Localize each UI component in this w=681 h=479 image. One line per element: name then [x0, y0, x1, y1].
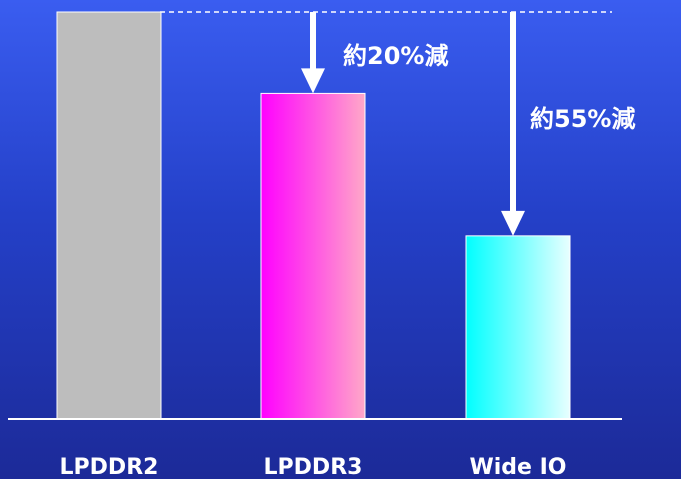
category-label-lpddr3: LPDDR3 — [264, 455, 363, 479]
bar-lpddr3 — [260, 92, 366, 420]
category-label-lpddr2: LPDDR2 — [60, 455, 159, 479]
category-label-wideio: Wide IO — [469, 455, 566, 479]
bar-lpddr2 — [56, 11, 162, 420]
annotation-label-wideio: 約55%減 — [530, 105, 635, 133]
reduction-arrow-head-1 — [301, 68, 325, 94]
annotation-label-lpddr3: 約20%減 — [343, 42, 448, 70]
bar-wideio — [465, 235, 571, 420]
reduction-arrow-head-2 — [501, 210, 525, 236]
